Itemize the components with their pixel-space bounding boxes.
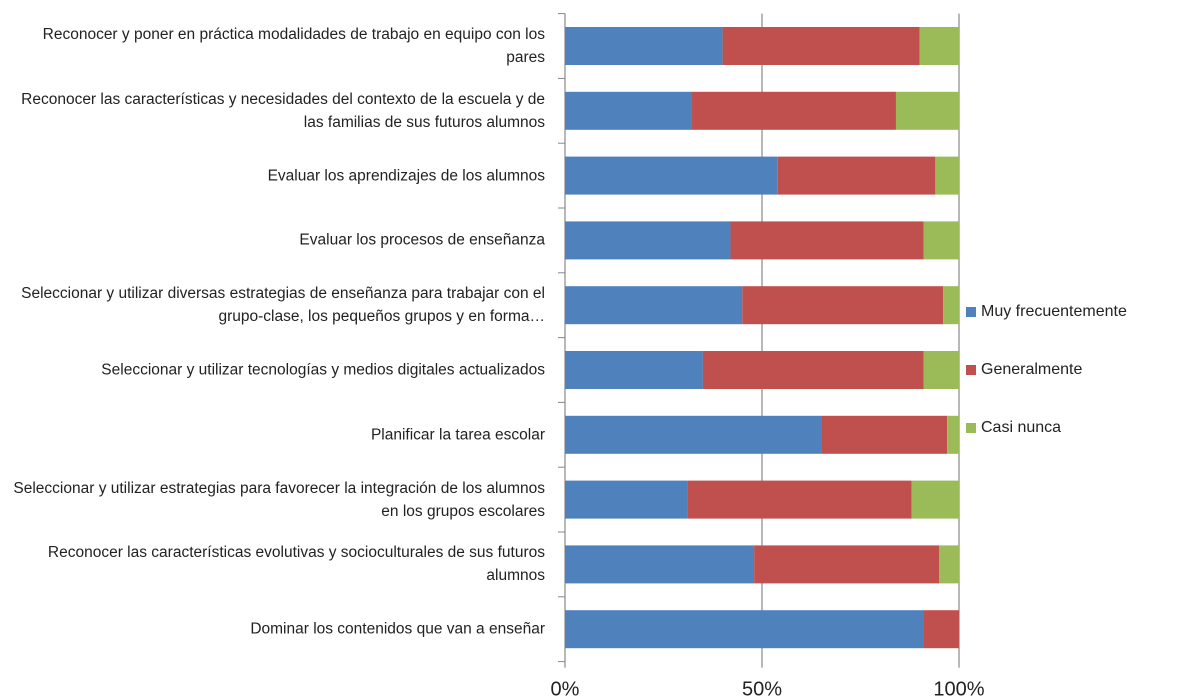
- category-label: Seleccionar y utilizar estrategias para …: [13, 479, 545, 520]
- category-label: Reconocer y poner en práctica modalidade…: [42, 26, 545, 66]
- bar-segment: [565, 286, 743, 325]
- legend-swatch: [966, 365, 976, 375]
- bar-segment: [895, 91, 959, 130]
- bar-segment: [923, 351, 959, 389]
- bar-segment: [702, 351, 924, 389]
- legend-label: Muy frecuentemente: [981, 303, 1127, 320]
- category-label: Seleccionar y utilizar diversas estrateg…: [21, 285, 545, 326]
- bar-segment: [730, 221, 924, 260]
- bar-segment: [923, 610, 959, 649]
- bar-segment: [565, 545, 755, 584]
- bar-segment: [777, 156, 936, 195]
- bar-segment: [565, 221, 731, 260]
- bar-segment: [722, 27, 920, 65]
- bar-segment: [919, 27, 959, 65]
- bar-segment: [742, 286, 944, 325]
- category-label: Reconocer las características evolutivas…: [47, 544, 545, 585]
- bar-segment: [947, 415, 959, 454]
- bar-segment: [939, 545, 959, 584]
- bar-segment: [754, 545, 940, 584]
- x-tick-label: 100%: [933, 678, 984, 700]
- legend-label: Generalmente: [981, 361, 1082, 378]
- bar-segment: [935, 156, 959, 195]
- bar-segment: [923, 221, 959, 260]
- category-label: Seleccionar y utilizar tecnologías y med…: [101, 361, 545, 379]
- bar-segment: [565, 156, 778, 195]
- legend-label: Casi nunca: [981, 419, 1061, 436]
- bar-segment: [565, 610, 924, 649]
- legend-swatch: [966, 423, 976, 433]
- x-tick-label: 50%: [742, 678, 782, 700]
- bar-segment: [565, 480, 688, 519]
- bar-segment: [565, 91, 692, 130]
- bar-segment: [565, 415, 822, 454]
- bar-segment: [687, 480, 912, 519]
- bar-segment: [565, 27, 723, 65]
- bar-segment: [691, 91, 896, 130]
- bar-segment: [565, 351, 703, 389]
- x-tick-label: 0%: [551, 678, 580, 700]
- category-label: Evaluar los procesos de enseñanza: [299, 231, 545, 249]
- bar-segment: [943, 286, 959, 325]
- bar-segment: [821, 415, 948, 454]
- legend-swatch: [966, 307, 976, 317]
- category-label: Evaluar los aprendizajes de los alumnos: [267, 167, 545, 185]
- category-label: Dominar los contenidos que van a enseñar: [250, 620, 545, 638]
- category-label: Planificar la tarea escolar: [370, 426, 545, 444]
- category-label: Reconocer las características y necesida…: [21, 90, 545, 131]
- bar-segment: [911, 480, 959, 519]
